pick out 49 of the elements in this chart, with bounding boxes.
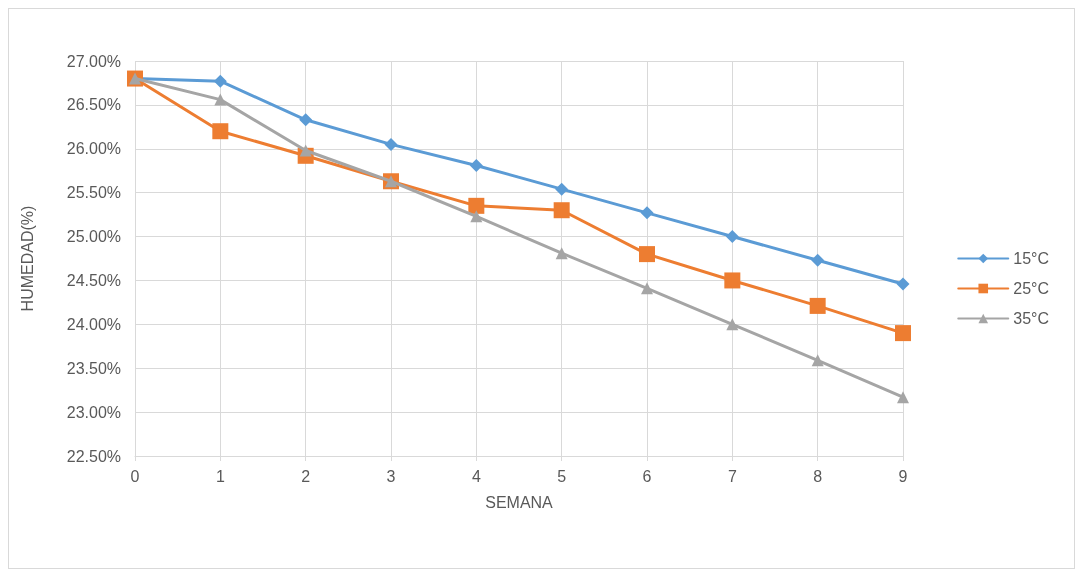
point: [213, 74, 227, 88]
x-tick-label: 5: [557, 467, 567, 485]
x-tick-label: 4: [471, 467, 481, 485]
point: [468, 197, 485, 214]
point: [299, 144, 312, 157]
y-tick-label: 24.00%: [66, 315, 121, 333]
point: [896, 277, 910, 291]
x-tick-label: 8: [813, 467, 823, 485]
point: [469, 158, 483, 172]
point: [212, 123, 229, 140]
point: [641, 282, 653, 295]
legend-label: 25°C: [1013, 280, 1049, 297]
point: [724, 272, 741, 289]
legend-label: 15°C: [1013, 250, 1049, 267]
legend-label: 35°C: [1013, 310, 1049, 327]
x-tick-label: 0: [130, 467, 140, 485]
point: [811, 354, 824, 367]
point: [299, 113, 313, 127]
y-tick-label: 25.00%: [66, 228, 121, 246]
x-tick-label: 2: [301, 467, 311, 485]
y-tick-label: 23.00%: [66, 403, 121, 421]
point: [553, 202, 570, 219]
point: [640, 206, 654, 220]
y-tick-label: 24.50%: [66, 271, 121, 289]
point: [895, 325, 911, 342]
point: [725, 230, 739, 244]
point: [726, 318, 739, 331]
y-tick-label: 26.50%: [66, 96, 121, 114]
point: [811, 253, 825, 267]
y-axis-title: HUMEDAD(%): [18, 205, 36, 312]
point: [555, 182, 569, 196]
y-tick-label: 26.00%: [66, 140, 121, 158]
point: [897, 391, 909, 404]
x-tick-label: 1: [215, 467, 225, 485]
point: [384, 137, 398, 151]
point: [470, 210, 483, 223]
y-tick-label: 25.50%: [66, 184, 121, 202]
x-tick-label: 9: [898, 467, 908, 485]
point: [639, 246, 655, 263]
y-tick-label: 27.00%: [66, 52, 121, 70]
point: [214, 93, 227, 106]
x-tick-label: 3: [386, 467, 396, 485]
y-tick-label: 22.50%: [66, 447, 121, 465]
y-tick-label: 23.50%: [66, 359, 121, 377]
point: [555, 247, 568, 260]
point: [809, 297, 826, 314]
x-axis-title: SEMANA: [485, 493, 554, 511]
x-tick-label: 7: [727, 467, 737, 485]
x-tick-label: 6: [642, 467, 652, 485]
